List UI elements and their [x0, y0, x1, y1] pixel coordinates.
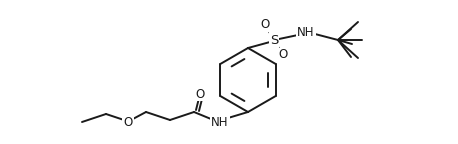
Text: NH: NH: [211, 115, 229, 128]
Text: NH: NH: [297, 25, 315, 38]
Text: O: O: [196, 88, 205, 101]
Text: O: O: [278, 49, 288, 61]
Text: O: O: [123, 115, 133, 128]
Text: O: O: [261, 18, 270, 32]
Text: S: S: [270, 34, 278, 47]
